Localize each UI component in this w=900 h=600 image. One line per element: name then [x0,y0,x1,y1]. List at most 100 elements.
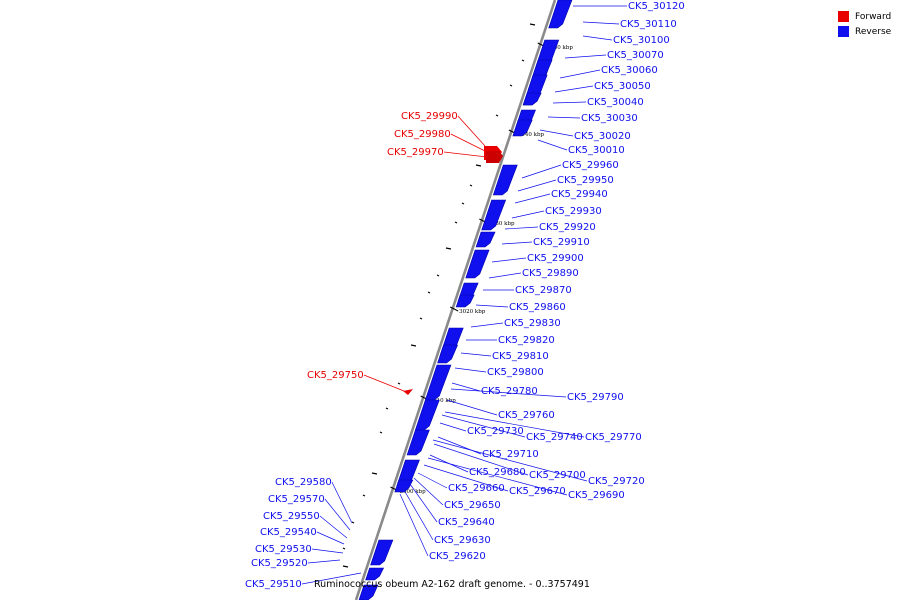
scale-tick-label: 3020 kbp [459,309,486,315]
gene-leader-line [517,179,557,192]
gene-label-ck5-30060: CK5_30060 [601,65,658,76]
gene-leader-line [439,422,467,432]
gene-block-reverse [465,249,490,279]
forward-swatch [838,11,849,22]
gene-leader-line [301,572,362,585]
gene-block-reverse [481,199,507,231]
gene-leader-line [413,477,444,506]
gene-label-ck5-29540: CK5_29540 [260,527,317,538]
gene-label-ck5-29720: CK5_29720 [588,476,645,487]
gene-label-ck5-29620: CK5_29620 [429,551,486,562]
gene-leader-line [319,515,348,539]
gene-leader-line [511,210,545,219]
gene-leader-line [417,472,448,489]
gene-label-ck5-29710: CK5_29710 [482,449,539,460]
track-marker [461,202,465,205]
gene-label-ck5-29920: CK5_29920 [539,222,596,233]
gene-label-ck5-29730: CK5_29730 [467,426,524,437]
track-marker [342,547,346,550]
track-marker [475,164,482,167]
gene-leader-line [537,139,568,151]
gene-block-reverse [406,429,430,456]
gene-label-ck5-29550: CK5_29550 [263,511,320,522]
track-marker [445,247,452,250]
gene-block-forward [486,151,503,163]
track-marker [371,472,378,475]
gene-label-ck5-29520: CK5_29520 [251,558,308,569]
legend: Forward Reverse [838,9,891,39]
gene-label-ck5-29510: CK5_29510 [245,579,302,590]
gene-leader-line [324,498,351,531]
gene-label-ck5-29830: CK5_29830 [504,318,561,329]
track-marker [469,184,473,187]
gene-label-ck5-29970: CK5_29970 [387,147,444,158]
gene-label-ck5-29670: CK5_29670 [509,486,566,497]
gene-leader-line [444,411,585,438]
gene-label-ck5-29740: CK5_29740 [526,432,583,443]
gene-label-ck5-29530: CK5_29530 [255,544,312,555]
gene-leader-line [547,116,581,119]
gene-leader-line [433,443,529,476]
gene-leader-line [454,367,487,373]
gene-label-ck5-30040: CK5_30040 [587,97,644,108]
gene-label-ck5-30100: CK5_30100 [613,35,670,46]
gene-label-ck5-30050: CK5_30050 [594,81,651,92]
gene-leader-line [427,457,568,496]
gene-label-ck5-29980: CK5_29980 [394,129,451,140]
track-marker [495,114,499,117]
gene-block-reverse [424,364,452,401]
gene-label-ck5-29820: CK5_29820 [498,335,555,346]
gene-block-reverse [414,399,440,431]
gene-label-ck5-30110: CK5_30110 [620,19,677,30]
track-marker [454,221,458,224]
gene-label-ck5-29800: CK5_29800 [487,367,544,378]
gene-label-ck5-29660: CK5_29660 [448,483,505,494]
legend-reverse: Reverse [838,24,891,39]
track-marker [342,565,349,568]
legend-reverse-label: Reverse [855,26,892,37]
gene-block-reverse [437,344,459,364]
gene-leader-line [460,352,492,357]
gene-label-ck5-29870: CK5_29870 [515,285,572,296]
gene-label-ck5-29650: CK5_29650 [444,500,501,511]
gene-block-reverse [475,231,496,248]
gene-leader-line [564,54,607,59]
gene-leader-line [582,21,620,25]
gene-label-ck5-29640: CK5_29640 [438,517,495,528]
gene-label-ck5-29860: CK5_29860 [509,302,566,313]
gene-leader-line [457,115,486,147]
gene-leader-line [470,322,504,328]
gene-label-ck5-29790: CK5_29790 [567,392,624,403]
gene-label-ck5-29570: CK5_29570 [268,494,325,505]
gene-block-reverse [512,119,533,137]
gene-label-ck5-30070: CK5_30070 [607,50,664,61]
gene-label-ck5-29700: CK5_29700 [529,470,586,481]
gene-leader-line [582,35,613,41]
genome-caption: Ruminococcus obeum A2-162 draft genome. … [314,579,590,590]
gene-label-ck5-29630: CK5_29630 [434,535,491,546]
gene-block-forward [403,389,413,395]
gene-label-ck5-29950: CK5_29950 [557,175,614,186]
track-marker [419,317,423,320]
gene-leader-line [554,85,594,93]
gene-label-ck5-29690: CK5_29690 [568,490,625,501]
scale-tick [449,306,459,312]
gene-block-reverse [394,479,414,493]
gene-label-ck5-30010: CK5_30010 [568,145,625,156]
gene-label-ck5-29680: CK5_29680 [469,467,526,478]
gene-leader-line [363,374,405,392]
gene-leader-line [403,489,434,541]
gene-label-ck5-30020: CK5_30020 [574,131,631,142]
gene-leader-line [491,257,527,263]
gene-leader-line [521,164,562,179]
gene-leader-line [451,382,481,392]
track-marker [427,291,431,294]
gene-label-ck5-29580: CK5_29580 [275,477,332,488]
gene-label-ck5-29900: CK5_29900 [527,253,584,264]
scale-tick-label: 3000 kbp [399,489,426,495]
gene-leader-line [539,129,574,137]
gene-leader-line [307,559,341,564]
gene-leader-line [437,436,482,455]
